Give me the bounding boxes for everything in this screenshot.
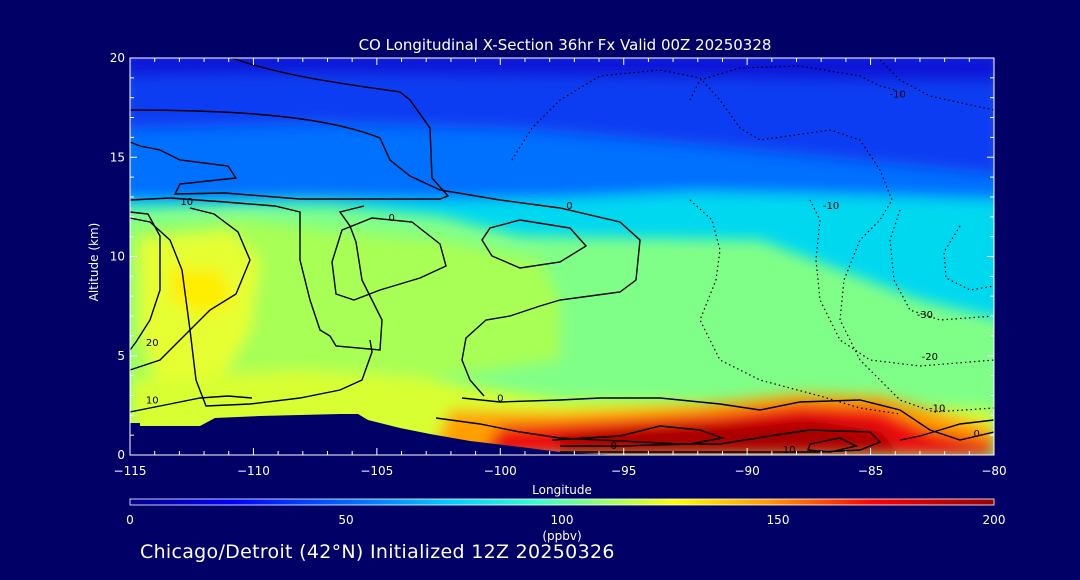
contour-solid bbox=[130, 395, 253, 413]
colorbar-tick-label: 50 bbox=[338, 513, 353, 527]
y-tick-label: 15 bbox=[110, 150, 125, 164]
contour-solid bbox=[807, 437, 859, 453]
colorbar-tick-label: 0 bbox=[126, 513, 134, 527]
contour-solid bbox=[130, 109, 641, 397]
contour-label: -10 bbox=[823, 201, 839, 212]
colorbar-ticks: 0 50 100 150 200 bbox=[126, 513, 1005, 527]
contour-label: -10 bbox=[890, 90, 906, 101]
x-tick-label: −90 bbox=[734, 464, 759, 478]
y-tick-label: 20 bbox=[110, 51, 125, 65]
contour-dotted bbox=[879, 59, 994, 111]
contour-solid bbox=[130, 217, 373, 407]
contour-solid bbox=[130, 197, 383, 351]
co-field bbox=[130, 58, 994, 455]
contour-label: 0 bbox=[497, 393, 503, 404]
field-deep-blue bbox=[130, 58, 994, 82]
contour-label: 10 bbox=[180, 197, 193, 208]
contour-dotted bbox=[689, 65, 897, 101]
contour-solid bbox=[551, 425, 725, 447]
x-tick-label: −80 bbox=[981, 464, 1006, 478]
contour-dotted bbox=[689, 199, 901, 415]
x-tick-label: −100 bbox=[484, 464, 517, 478]
footer-caption: Chicago/Detroit (42°N) Initialized 12Z 2… bbox=[140, 541, 615, 563]
chart-title: CO Longitudinal X-Section 36hr Fx Valid … bbox=[359, 36, 772, 54]
x-tick-label: −105 bbox=[360, 464, 393, 478]
colorbar-tick-label: 150 bbox=[767, 513, 790, 527]
contour-solid bbox=[435, 417, 882, 453]
contour-label: 20 bbox=[146, 338, 159, 349]
x-axis-label: Longitude bbox=[532, 483, 592, 497]
x-tick-label: −85 bbox=[858, 464, 883, 478]
contour-label: 10 bbox=[783, 445, 796, 456]
y-axis-label: Altitude (km) bbox=[87, 223, 101, 302]
colorbar-unit: (ppbv) bbox=[542, 529, 581, 543]
y-axis: 0 5 10 15 20 bbox=[110, 51, 994, 462]
x-tick-label: −115 bbox=[114, 464, 147, 478]
contour-solid bbox=[130, 58, 450, 200]
contour-labels: 10 0 0 -10 -10 20 10 0 -30 -20 -10 0 10 0 bbox=[146, 90, 980, 456]
field-cyan bbox=[130, 192, 994, 318]
y-tick-label: 10 bbox=[110, 250, 125, 264]
contour-label: 0 bbox=[388, 213, 394, 224]
field-darkred bbox=[560, 420, 900, 452]
contour-label: -10 bbox=[929, 403, 945, 414]
x-tick-label: −95 bbox=[611, 464, 636, 478]
field-mid-blue bbox=[130, 124, 994, 200]
contour-label: 10 bbox=[146, 395, 159, 406]
contour-label: 0 bbox=[974, 429, 980, 440]
contour-lines-negative bbox=[511, 59, 994, 415]
contour-dotted bbox=[809, 199, 994, 367]
contour-lines bbox=[130, 58, 994, 453]
contour-solid bbox=[461, 397, 994, 441]
contour-solid bbox=[130, 207, 251, 371]
contour-solid bbox=[899, 419, 994, 441]
colorbar-tick-label: 200 bbox=[983, 513, 1006, 527]
contour-label: -30 bbox=[917, 310, 933, 321]
contour-solid bbox=[331, 217, 447, 301]
x-tick-label: −110 bbox=[237, 464, 270, 478]
contour-label: 0 bbox=[566, 201, 572, 212]
colorbar bbox=[129, 498, 995, 506]
contour-label: -20 bbox=[922, 352, 938, 363]
contour-solid bbox=[130, 211, 161, 351]
y-tick-label: 5 bbox=[117, 349, 125, 363]
contour-dotted bbox=[511, 69, 994, 413]
contour-solid bbox=[481, 219, 588, 269]
contour-label: 0 bbox=[611, 441, 617, 452]
terrain-mask bbox=[130, 414, 620, 455]
colorbar-tick-label: 100 bbox=[551, 513, 574, 527]
y-tick-label: 0 bbox=[117, 448, 125, 462]
x-axis: −115 −110 −105 −100 −95 −90 −85 −80 bbox=[114, 58, 1007, 478]
